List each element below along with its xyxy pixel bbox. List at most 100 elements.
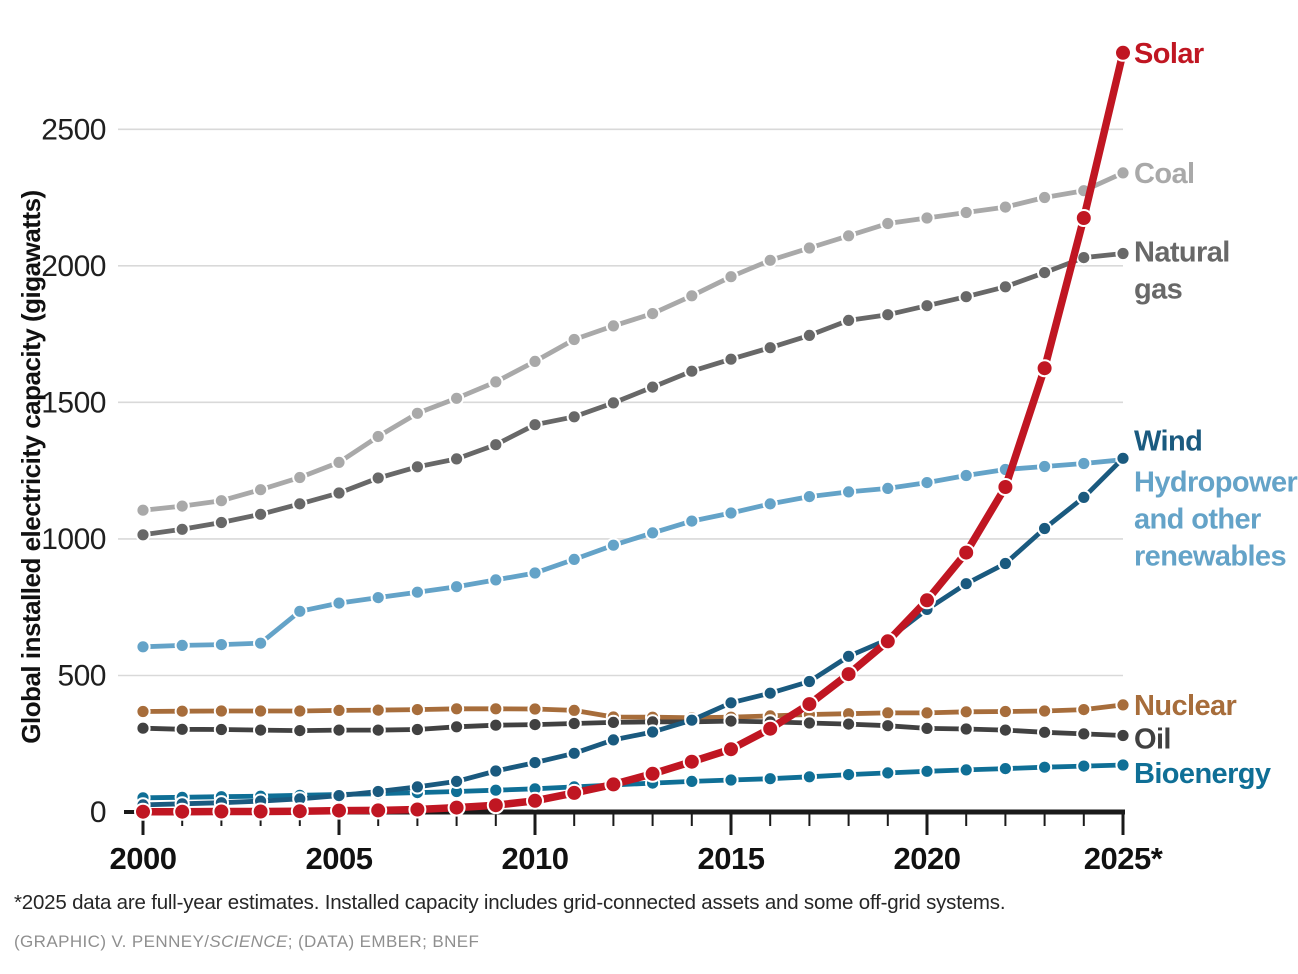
- data-point: [566, 551, 582, 568]
- data-point: [684, 288, 700, 304]
- chart-area: 0 500 1000 1500 2000 2500 2000 2005 2010 2015 2020…: [16, 38, 1298, 876]
- data-point: [841, 767, 857, 783]
- data-point: [253, 635, 269, 651]
- data-point: [526, 791, 544, 810]
- x-tick-label-2020: 2020: [894, 841, 961, 876]
- data-point: [174, 637, 190, 654]
- data-point: [1037, 703, 1053, 719]
- series-label: and other: [1134, 504, 1261, 536]
- data-point: [447, 798, 466, 817]
- data-point: [841, 716, 857, 732]
- data-point: [253, 506, 269, 522]
- y-tick-label: 1000: [41, 523, 106, 556]
- data-point: [605, 395, 622, 411]
- series-label: Solar: [1134, 38, 1204, 70]
- data-point: [997, 703, 1014, 720]
- data-point: [1037, 724, 1053, 740]
- data-point: [645, 724, 661, 740]
- data-point: [527, 565, 543, 581]
- series-hydropower-and-other-renewables: Hydropower and other renewables: [135, 452, 1298, 655]
- data-point: [135, 703, 151, 720]
- data-point: [919, 705, 935, 721]
- data-point: [957, 543, 976, 562]
- data-point: [408, 800, 427, 819]
- data-point: [762, 252, 778, 268]
- credit-publication: SCIENCE: [209, 932, 288, 951]
- data-point: [918, 591, 936, 610]
- data-point: [409, 702, 425, 718]
- data-point: [449, 579, 465, 595]
- data-point: [643, 764, 662, 783]
- data-point: [841, 484, 857, 500]
- y-tick-label: 2500: [41, 113, 106, 146]
- y-tick-label: 0: [90, 796, 106, 829]
- data-point: [1074, 209, 1093, 227]
- data-point: [919, 475, 935, 491]
- data-point: [1114, 43, 1132, 62]
- data-point: [566, 702, 582, 719]
- data-point: [684, 513, 700, 529]
- data-point: [174, 703, 190, 719]
- data-point: [449, 773, 465, 790]
- data-point: [723, 269, 739, 285]
- data-point: [527, 717, 543, 733]
- data-point: [292, 703, 308, 719]
- data-point: [370, 783, 386, 800]
- data-point: [801, 673, 818, 690]
- data-point: [292, 469, 308, 486]
- series-label: Coal: [1134, 158, 1194, 190]
- data-point: [566, 331, 582, 348]
- data-point: [251, 802, 270, 821]
- series-label: Bioenergy: [1134, 758, 1271, 790]
- data-point: [919, 763, 935, 779]
- data-point: [134, 802, 152, 821]
- chart-svg: 0 500 1000 1500 2000 2500 2000 2005 2010 2015 2020…: [16, 38, 1298, 876]
- data-point: [762, 340, 778, 356]
- data-point: [645, 525, 661, 541]
- data-point: [997, 279, 1014, 295]
- data-point: [331, 595, 347, 611]
- series-label: gas: [1134, 274, 1182, 306]
- data-point: [486, 796, 505, 815]
- y-tick-label: 2000: [41, 250, 106, 283]
- x-tick-label-2010: 2010: [502, 841, 569, 876]
- data-point: [800, 695, 819, 714]
- data-point: [645, 379, 661, 395]
- data-point: [449, 701, 465, 717]
- data-point: [449, 451, 465, 467]
- data-point: [331, 702, 347, 719]
- data-point: [958, 762, 974, 778]
- x-tick-label-2025: 2025*: [1084, 841, 1164, 876]
- data-point: [1035, 359, 1054, 378]
- data-point: [488, 763, 504, 779]
- data-point: [997, 761, 1014, 777]
- data-point: [605, 714, 622, 731]
- data-point: [801, 489, 818, 505]
- data-point: [1076, 758, 1092, 774]
- data-point: [958, 576, 974, 592]
- data-point: [488, 717, 504, 733]
- data-point: [1076, 489, 1092, 505]
- data-point: [253, 703, 269, 719]
- data-point: [331, 485, 347, 501]
- data-point: [880, 215, 896, 232]
- data-point: [762, 496, 778, 512]
- data-point: [566, 715, 582, 732]
- data-point: [880, 480, 896, 496]
- y-axis-title: Global installed electricity capacity (g…: [16, 190, 46, 743]
- data-point: [370, 590, 386, 606]
- data-point: [801, 327, 818, 343]
- data-point: [605, 537, 622, 553]
- data-point: [1037, 759, 1053, 775]
- data-point: [409, 405, 425, 421]
- data-point: [723, 713, 739, 729]
- data-point: [488, 701, 504, 717]
- data-point: [880, 718, 896, 734]
- credit-prefix: (GRAPHIC) V. PENNEY/: [14, 932, 210, 951]
- data-point: [331, 722, 347, 738]
- data-point: [605, 732, 622, 748]
- data-point: [212, 802, 231, 821]
- series-label: Natural: [1134, 237, 1230, 269]
- x-tick-label-2015: 2015: [698, 841, 765, 876]
- data-point: [919, 298, 935, 314]
